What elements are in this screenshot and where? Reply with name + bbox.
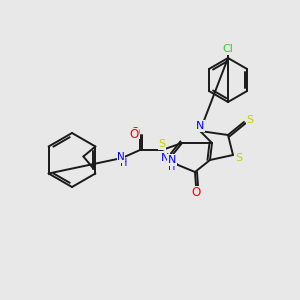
- Text: N: N: [117, 152, 125, 162]
- Text: N: N: [161, 153, 169, 163]
- Text: S: S: [246, 115, 254, 125]
- Text: H: H: [120, 158, 128, 168]
- Text: S: S: [158, 139, 166, 149]
- Text: O: O: [130, 125, 140, 139]
- Text: N: N: [168, 155, 176, 165]
- Text: N: N: [196, 121, 204, 131]
- Text: Cl: Cl: [223, 44, 233, 54]
- Text: S: S: [236, 153, 243, 163]
- Text: H: H: [168, 162, 176, 172]
- Text: O: O: [191, 187, 201, 200]
- Text: O: O: [129, 128, 139, 142]
